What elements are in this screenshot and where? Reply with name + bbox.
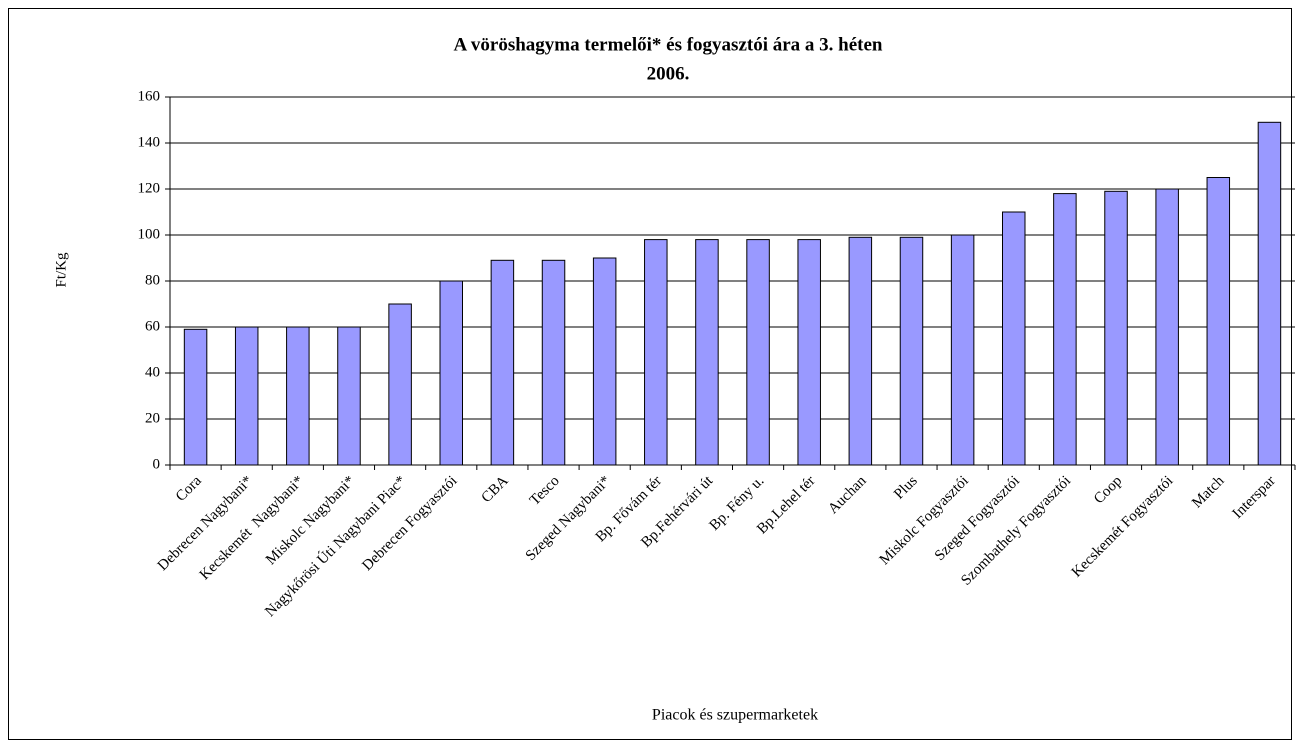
bar (234, 326, 259, 466)
bar (797, 239, 821, 466)
bar (541, 259, 566, 466)
bar (695, 239, 719, 466)
bar (1104, 190, 1128, 466)
bar (899, 236, 924, 466)
bar (644, 239, 668, 466)
y-axis-label: Ft/Kg (53, 252, 69, 288)
bar (388, 303, 412, 466)
y-tick-label: 60 (145, 318, 160, 334)
bar (337, 326, 361, 466)
bar (1257, 121, 1282, 466)
bar (1155, 188, 1179, 466)
bar (950, 234, 975, 466)
bar (1002, 211, 1026, 466)
bar (848, 236, 873, 466)
x-axis-label: Piacok és szupermarketek (652, 707, 818, 724)
y-tick-label: 40 (145, 364, 160, 380)
bar (1206, 177, 1231, 466)
bar (1053, 193, 1077, 466)
bar (746, 239, 770, 466)
bar (592, 257, 617, 466)
y-tick-label: 160 (138, 88, 161, 104)
y-tick-label: 100 (138, 226, 161, 242)
y-tick-label: 140 (138, 134, 161, 150)
chart-title: A vöröshagyma termelői* és fogyasztói ár… (453, 34, 882, 55)
bar (286, 326, 310, 466)
y-tick-label: 20 (145, 410, 160, 426)
bar (439, 280, 463, 466)
y-tick-label: 80 (145, 272, 160, 288)
bar (490, 259, 515, 466)
y-tick-label: 0 (153, 456, 161, 472)
bar (183, 328, 208, 466)
y-tick-label: 120 (138, 180, 161, 196)
chart-subtitle: 2006. (647, 63, 690, 84)
